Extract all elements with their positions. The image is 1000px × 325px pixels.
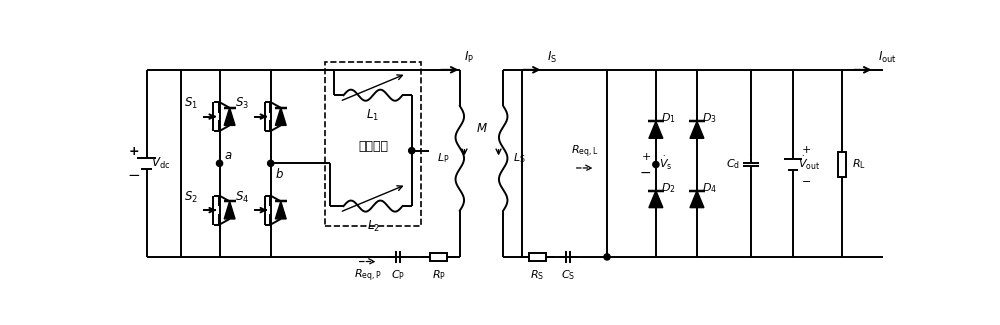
Text: 可变电感: 可变电感 [358, 140, 388, 153]
Text: $b$: $b$ [275, 167, 284, 181]
Text: $L_{\rm P}$: $L_{\rm P}$ [437, 151, 450, 165]
Text: $-$: $-$ [639, 165, 651, 179]
Text: $R_{\rm eq,P}$: $R_{\rm eq,P}$ [354, 268, 381, 284]
Text: $D_4$: $D_4$ [702, 181, 717, 195]
Text: $D_1$: $D_1$ [661, 111, 676, 125]
Text: $R_{\rm L}$: $R_{\rm L}$ [852, 158, 866, 171]
Text: $\dot{V}_{\rm s}$: $\dot{V}_{\rm s}$ [659, 154, 672, 172]
Bar [838, 151, 846, 177]
Polygon shape [275, 201, 286, 219]
Polygon shape [224, 201, 235, 219]
Text: $L_2$: $L_2$ [367, 218, 379, 233]
Text: $+$: $+$ [801, 144, 811, 155]
Circle shape [409, 148, 415, 154]
Text: $D_2$: $D_2$ [661, 181, 676, 195]
Text: $R_{\rm P}$: $R_{\rm P}$ [432, 268, 446, 282]
Text: $S_4$: $S_4$ [235, 190, 249, 205]
Circle shape [653, 162, 659, 168]
Polygon shape [690, 191, 704, 208]
Text: $S_3$: $S_3$ [235, 96, 249, 111]
Text: $R_{\rm eq,L}$: $R_{\rm eq,L}$ [571, 144, 598, 160]
Text: $M$: $M$ [476, 122, 487, 135]
Text: $-$: $-$ [801, 175, 811, 185]
Text: $L_{\rm S}$: $L_{\rm S}$ [513, 151, 526, 165]
Text: $L_1$: $L_1$ [366, 108, 380, 123]
Text: $S_1$: $S_1$ [184, 96, 198, 111]
Text: $a$: $a$ [224, 149, 233, 162]
Bar [430, 253, 447, 261]
Text: $I_{\rm S}$: $I_{\rm S}$ [547, 50, 557, 65]
Polygon shape [690, 122, 704, 138]
Bar [529, 253, 546, 261]
Text: −: − [127, 168, 140, 183]
Text: $C_{\rm S}$: $C_{\rm S}$ [561, 268, 575, 282]
Circle shape [604, 254, 610, 260]
Polygon shape [275, 108, 286, 125]
Text: $C_{\rm d}$: $C_{\rm d}$ [726, 158, 740, 171]
Text: $S_2$: $S_2$ [184, 190, 198, 205]
Text: $V_{\rm dc}$: $V_{\rm dc}$ [151, 156, 171, 171]
Text: $R_{\rm S}$: $R_{\rm S}$ [530, 268, 544, 282]
Text: +: + [128, 145, 139, 158]
Text: $I_{\rm P}$: $I_{\rm P}$ [464, 50, 475, 65]
Polygon shape [649, 122, 663, 138]
Text: $I_{\rm out}$: $I_{\rm out}$ [878, 50, 896, 65]
Bar [325, 62, 421, 226]
Text: $+$: $+$ [641, 151, 651, 162]
Polygon shape [224, 108, 235, 125]
Circle shape [268, 160, 274, 166]
Polygon shape [649, 191, 663, 208]
Circle shape [216, 160, 223, 166]
Text: $C_{\rm P}$: $C_{\rm P}$ [391, 268, 405, 282]
Text: $\dot{V}_{\rm out}$: $\dot{V}_{\rm out}$ [798, 154, 821, 172]
Text: $D_3$: $D_3$ [702, 111, 717, 125]
